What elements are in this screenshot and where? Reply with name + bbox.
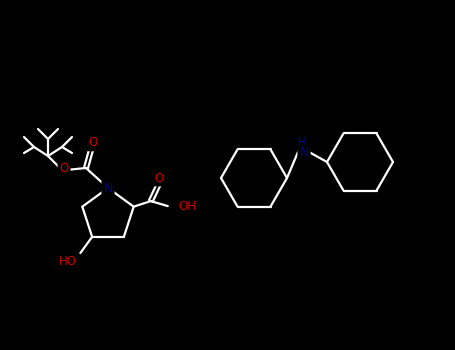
Text: O: O (88, 136, 98, 149)
Text: N: N (103, 182, 113, 195)
Text: HO: HO (59, 254, 77, 267)
Text: O: O (154, 172, 163, 184)
Text: H: H (298, 136, 306, 149)
Text: OH: OH (179, 199, 197, 212)
Text: N: N (299, 147, 308, 160)
Text: O: O (59, 161, 69, 175)
